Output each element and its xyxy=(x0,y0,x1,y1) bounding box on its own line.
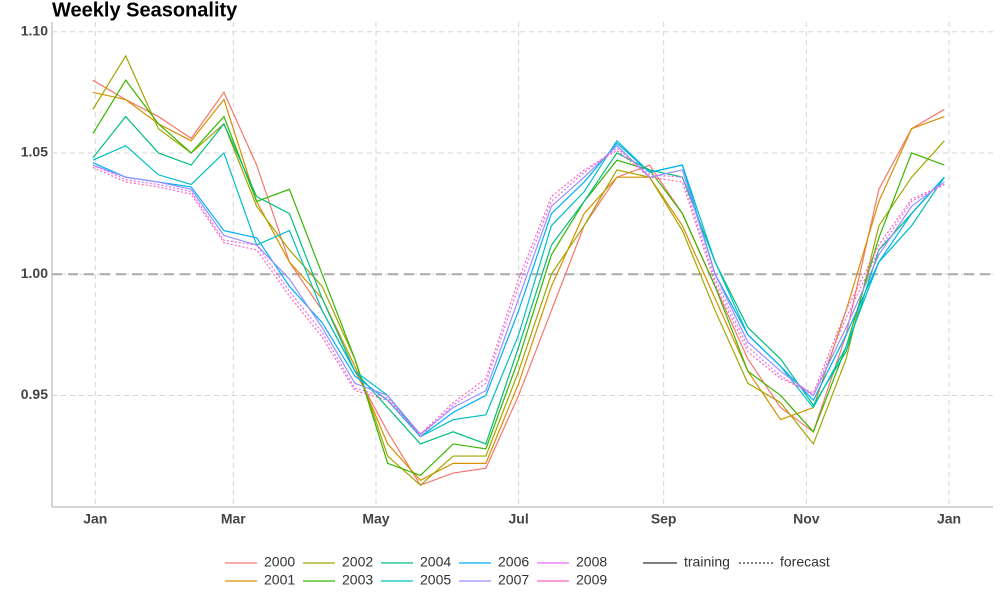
y-tick-label: 1.05 xyxy=(21,144,48,160)
legend-label: 2006 xyxy=(498,554,529,570)
legend-label: 2004 xyxy=(420,554,451,570)
legend-label: 2001 xyxy=(264,572,295,588)
series-line xyxy=(92,149,945,436)
legend-label: 2005 xyxy=(420,572,451,588)
x-tick-label: Sep xyxy=(651,511,677,527)
series-line xyxy=(92,144,945,436)
x-tick-label: Jan xyxy=(937,511,961,527)
legend-label: 2007 xyxy=(498,572,529,588)
x-tick-label: Jul xyxy=(509,511,529,527)
series-line xyxy=(92,139,945,438)
series-line xyxy=(92,79,945,477)
legend-label: 2008 xyxy=(576,554,607,570)
legend-label: 2002 xyxy=(342,554,373,570)
x-tick-label: Jan xyxy=(83,511,107,527)
y-tick-label: 1.10 xyxy=(21,22,48,38)
series-line xyxy=(92,79,945,486)
x-tick-label: Mar xyxy=(221,511,246,527)
chart-title: Weekly Seasonality xyxy=(52,0,238,21)
series-line xyxy=(92,142,945,438)
series-line xyxy=(92,91,945,482)
series-line xyxy=(92,54,945,486)
x-tick-label: May xyxy=(362,511,389,527)
legend-label: forecast xyxy=(780,554,830,570)
x-tick-label: Nov xyxy=(793,511,820,527)
legend-label: 2003 xyxy=(342,572,373,588)
legend-label: training xyxy=(684,554,730,570)
y-tick-label: 1.00 xyxy=(21,265,48,281)
y-tick-label: 0.95 xyxy=(21,386,48,402)
legend-label: 2000 xyxy=(264,554,295,570)
series-line xyxy=(92,147,945,438)
legend-label: 2009 xyxy=(576,572,607,588)
